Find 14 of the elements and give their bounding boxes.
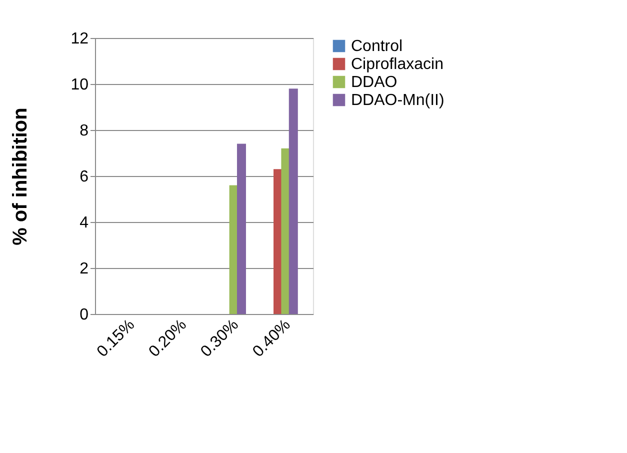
bar [288, 88, 298, 314]
y-axis-title: % of inhibition [10, 108, 32, 246]
bar [236, 144, 246, 314]
y-tick-label: 2 [80, 260, 89, 278]
y-tick-label: 8 [80, 122, 89, 140]
y-tick-label: 4 [80, 214, 89, 232]
y-tick-label: 12 [70, 30, 89, 48]
y-tick-label: 0 [80, 306, 89, 324]
legend-label: DDAO [351, 74, 398, 91]
y-tick-label: 10 [70, 76, 89, 94]
legend-label: Ciproflaxacin [351, 56, 444, 73]
legend-label: DDAO-Mn(II) [351, 92, 444, 109]
legend-label: Control [351, 38, 403, 55]
y-tick-label: 6 [80, 168, 89, 186]
